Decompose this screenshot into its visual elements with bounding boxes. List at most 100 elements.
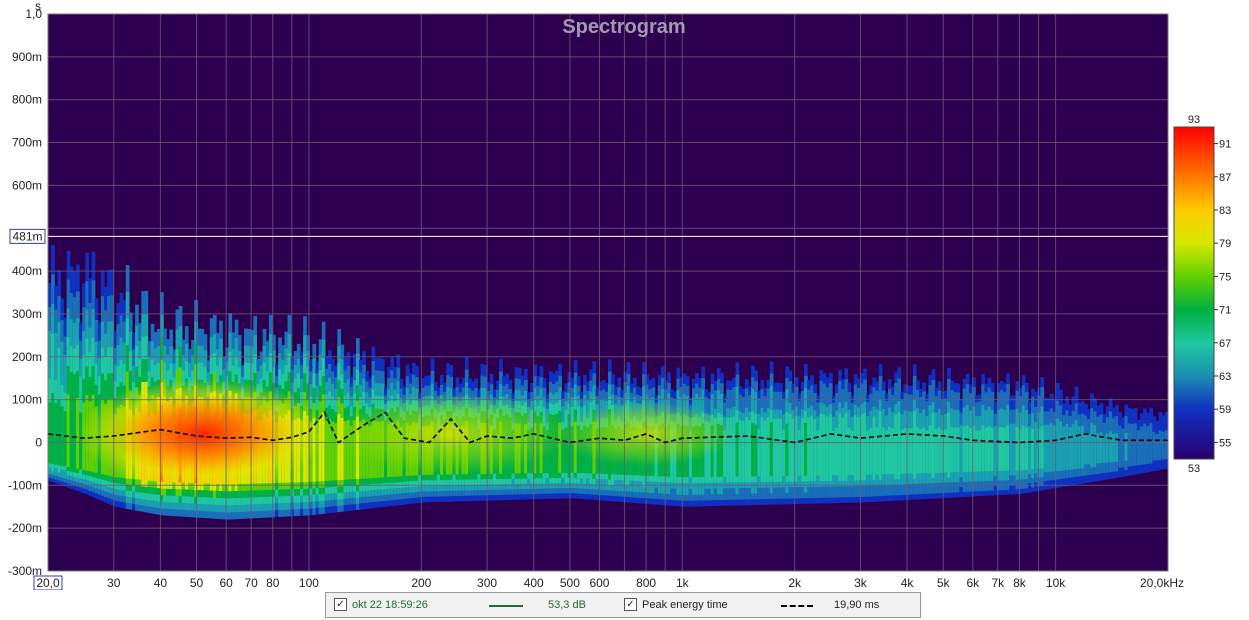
- x-tick-label: 8k: [1013, 576, 1027, 590]
- heatmap-cell: [1140, 435, 1144, 460]
- heatmap-cell: [950, 427, 954, 473]
- y-tick-label: 1,0: [25, 7, 42, 21]
- heatmap-cell: [1015, 427, 1020, 471]
- heatmap-cell: [860, 425, 864, 475]
- x-tick-label: 30: [107, 576, 121, 590]
- heatmap-cell: [891, 428, 895, 475]
- y-tick-label: -200m: [8, 521, 42, 535]
- heatmap-cell: [828, 425, 833, 476]
- heatmap-cell: [1121, 436, 1126, 462]
- heatmap-cell: [944, 429, 948, 473]
- peak-value: 19,90 ms: [834, 599, 880, 611]
- heatmap-cell: [1068, 432, 1073, 466]
- heatmap-cell: [850, 430, 855, 476]
- y-tick-label: 0: [35, 435, 42, 449]
- heatmap-cell: [1130, 434, 1135, 461]
- y-tick-label: -300m: [8, 564, 42, 578]
- y-tick-label: 200m: [12, 350, 42, 364]
- trace-checkbox[interactable]: ✓: [334, 598, 347, 611]
- colorbar-scale: [1173, 126, 1215, 460]
- heatmap-cell: [832, 430, 836, 476]
- heatmap-cell: [1065, 430, 1070, 467]
- heatmap-cell: [763, 428, 768, 477]
- heatmap-cell: [1006, 425, 1010, 471]
- heatmap-cell: [906, 428, 911, 474]
- heatmap-cell: [953, 427, 958, 473]
- colorbar: 93 53 91 87 83 79 75 71 67 63 59 55: [1173, 114, 1231, 475]
- heatmap-cell: [968, 428, 973, 472]
- heatmap-cell: [744, 426, 749, 477]
- heatmap-cell: [1003, 427, 1007, 471]
- heatmap-cell: [751, 423, 755, 477]
- spectrogram-heatmap: [48, 244, 1168, 520]
- peak-line-swatch: [781, 605, 813, 607]
- heatmap-cell: [1037, 428, 1042, 469]
- heatmap-cell: [1102, 435, 1107, 463]
- heatmap-cell: [931, 424, 936, 473]
- heatmap-cell: [897, 423, 902, 474]
- heatmap-cell: [847, 427, 852, 476]
- heatmap-cell: [928, 425, 933, 473]
- heatmap-cell: [772, 427, 777, 477]
- heatmap-cell: [1024, 427, 1029, 470]
- heatmap-hot-region: [77, 378, 328, 489]
- x-tick-label: 7k: [991, 576, 1005, 590]
- heatmap-cell: [1136, 436, 1141, 460]
- heatmap-cell: [60, 406, 65, 466]
- heatmap-cell: [1133, 433, 1138, 460]
- heatmap-cell: [922, 427, 926, 474]
- heatmap-cell: [1052, 431, 1057, 468]
- heatmap-cell: [794, 426, 799, 476]
- heatmap-cell: [841, 426, 846, 476]
- heatmap-cell: [1043, 431, 1048, 469]
- heatmap-cell: [937, 427, 942, 473]
- x-tick-label: 1k: [676, 576, 690, 590]
- y-tick-label: 700m: [12, 136, 42, 150]
- heatmap-cell: [1018, 428, 1023, 471]
- grid-lines: [48, 13, 1168, 572]
- heatmap-cell: [869, 428, 874, 475]
- heatmap-cell: [1080, 432, 1085, 465]
- heatmap-cell: [844, 423, 849, 476]
- x-axis-ticks: 20,0 30 40 50 60 70 80 100 200 300 400 500 600 800 1k 2…: [33, 575, 1184, 590]
- heatmap-cell: [863, 423, 867, 475]
- heatmap-cell: [334, 423, 338, 481]
- heatmap-cell: [916, 426, 920, 474]
- heatmap-cell: [57, 399, 62, 466]
- y-tick-label: 600m: [12, 178, 42, 192]
- heatmap-cell: [990, 427, 995, 472]
- heatmap-warm-region: [330, 393, 571, 474]
- heatmap-cell: [1127, 433, 1132, 461]
- heatmap-cell: [1161, 435, 1166, 458]
- x-tick-label: 80: [266, 576, 280, 590]
- heatmap-cell: [1074, 428, 1079, 466]
- trace-line-swatch: [489, 605, 523, 607]
- y-tick-label: -100m: [8, 478, 42, 492]
- cursor-label: 481m: [12, 229, 42, 243]
- heatmap-cell: [1021, 425, 1026, 471]
- heatmap-cell: [1118, 434, 1122, 462]
- heatmap-cell: [779, 427, 783, 477]
- heatmap-cell: [947, 423, 951, 473]
- heatmap-cell: [925, 430, 930, 474]
- y-tick-label: 900m: [12, 50, 42, 64]
- x-tick-label: 3k: [854, 576, 868, 590]
- colorbar-tick-label: 87: [1219, 172, 1231, 184]
- heatmap-cell: [69, 398, 74, 468]
- heatmap-cell: [838, 424, 842, 476]
- colorbar-tick-label: 55: [1219, 437, 1231, 449]
- cursor-layer[interactable]: 481m: [9, 228, 1168, 244]
- heatmap-cell: [819, 424, 824, 476]
- heatmap-cell: [1146, 435, 1150, 459]
- heatmap-cell: [76, 398, 80, 469]
- heatmap-cell: [1108, 431, 1113, 463]
- heatmap-cell: [1009, 430, 1014, 471]
- peak-checkbox[interactable]: ✓: [624, 598, 637, 611]
- trace-label: okt 22 18:59:26: [352, 599, 428, 611]
- heatmap-cell: [791, 427, 796, 476]
- x-start-label-box: [33, 575, 63, 590]
- heatmap-cell: [903, 427, 908, 474]
- heatmap-cell: [788, 424, 793, 476]
- heatmap-cell: [48, 402, 52, 464]
- heatmap-cell: [894, 424, 898, 474]
